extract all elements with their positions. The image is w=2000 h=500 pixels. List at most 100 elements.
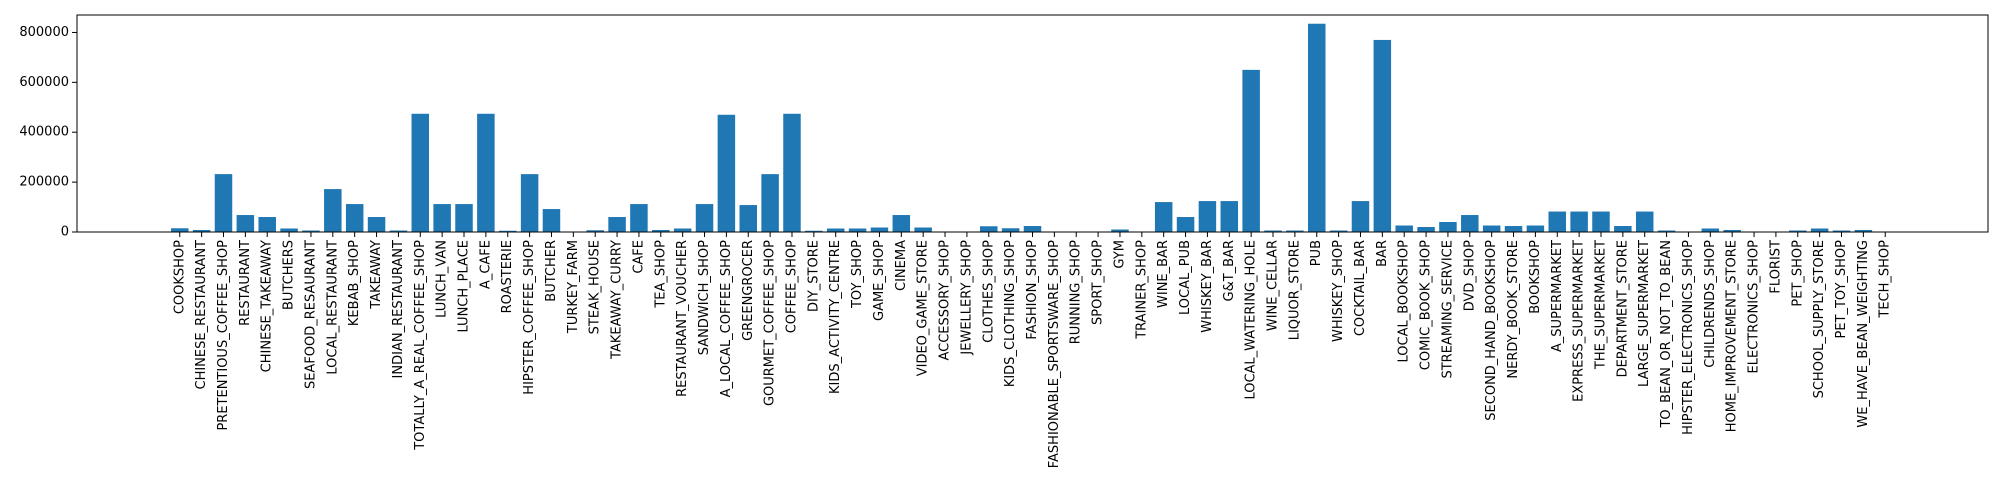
x-tick-label: SANDWICH_SHOP [697, 240, 712, 355]
x-tick-label: NERDY_BOOK_STORE [1506, 240, 1521, 379]
x-tick-label: WINE_CELLAR [1266, 240, 1281, 331]
x-tick-label: SEAFOOD_RESAURANT [303, 240, 318, 389]
x-tick-label: CHINESE_TAKEAWAY [260, 240, 275, 372]
bar-pub [1308, 23, 1326, 233]
x-tick-label: TEA_SHOP [653, 240, 668, 309]
bar-local-pub [1176, 217, 1195, 232]
bar-streaming-service [1439, 222, 1457, 232]
x-tick-label: HIPSTER_ELECTRONICS_SHOP [1681, 240, 1696, 435]
bar-department-store [1614, 226, 1632, 232]
y-tick-label: 200000 [19, 175, 69, 190]
x-tick-label: GAME_SHOP [872, 240, 887, 321]
x-tick-label: SECOND_HAND_BOOKSHOP [1484, 240, 1499, 421]
bar-whiskey-bar [1198, 201, 1217, 232]
x-tick-label: LIQUOR_STORE [1287, 240, 1302, 340]
x-tick-label: RESTAURANT_VOUCHER [675, 240, 690, 397]
x-tick-label: INDIAN_RESTAURANT [391, 240, 406, 378]
bar-totally-a-real-coffee-shop [411, 113, 430, 232]
x-tick-label: CLOTHES_SHOP [981, 240, 996, 343]
y-tick-label: 0 [61, 225, 69, 240]
bar-local-restaurant [324, 189, 342, 232]
bar-fashion-shop [1023, 226, 1042, 232]
x-tick-label: EXPRESS_SUPERMARKET [1572, 240, 1587, 402]
bar-pretentious-coffee-shop [214, 174, 233, 232]
x-tick-label: WHISKEY_SHOP [1331, 240, 1346, 342]
x-tick-label: LUNCH_VAN [435, 240, 450, 318]
plot-frame [76, 14, 1989, 233]
x-tick-label: CINEMA [894, 240, 909, 291]
bar-butcher [542, 209, 561, 232]
bar-butchers [280, 228, 298, 232]
y-tick-label: 800000 [19, 25, 69, 40]
bar-bar [1373, 39, 1392, 232]
x-tick-label: GOURMET_COFFEE_SHOP [763, 240, 778, 406]
x-tick-label: LUNCH_PLACE [457, 240, 472, 333]
bar-childrends-shop [1701, 228, 1720, 232]
x-tick-label: A_SUPERMARKET [1550, 240, 1565, 352]
x-tick-label: LOCAL_RESTAURANT [325, 240, 340, 375]
bar-to-bean-or-not-to-bean [1657, 230, 1676, 232]
bar-cocktail-bar [1351, 201, 1370, 232]
x-tick-label: LOCAL_PUB [1178, 240, 1193, 315]
x-tick-label: A_LOCAL_COFFEE_SHOP [719, 240, 734, 398]
x-tick-label: SPORT_SHOP [1091, 240, 1106, 325]
x-tick-label: TECH_SHOP [1878, 240, 1893, 319]
bar-bookshop [1526, 225, 1545, 232]
bar-kids-activity-centre [826, 228, 845, 232]
x-tick-label: GYM [1112, 240, 1127, 269]
x-tick-label: BUTCHER [544, 240, 559, 302]
bar-a-local-coffee-shop [717, 114, 736, 232]
bar-school-supply-store [1810, 228, 1829, 232]
bar-dvd-shop [1461, 215, 1479, 232]
bar-indian-restaurant [389, 230, 408, 232]
x-tick-label: GREENGROCER [741, 240, 756, 341]
bar-g-t-bar [1220, 201, 1239, 232]
bar-gym [1111, 229, 1129, 232]
bar-cookshop [171, 228, 189, 232]
bar-cafe [630, 204, 648, 232]
x-tick-label: KIDS_ACTIVITY_CENTRE [828, 240, 843, 394]
x-tick-label: TO_BEAN_OR_NOT_TO_BEAN [1659, 240, 1674, 429]
x-tick-label: COCKTAIL_BAR [1353, 240, 1368, 336]
bar-second-hand-bookshop [1482, 225, 1501, 232]
bar-restaurant-voucher [673, 228, 692, 232]
x-tick-label: CAFE [631, 240, 646, 274]
x-tick-label: TOTALLY_A_REAL_COFFEE_SHOP [413, 240, 428, 451]
x-tick-label: BUTCHERS [282, 240, 297, 310]
bar-pet-shop [1789, 230, 1807, 232]
x-tick-label: CHINESE_RESTAURANT [194, 240, 209, 390]
x-tick-label: STREAMING_SERVICE [1440, 240, 1455, 379]
x-tick-label: DVD_SHOP [1462, 240, 1477, 311]
x-tick-label: KIDS_CLOTHING_SHOP [1003, 240, 1018, 387]
bar-toy-shop [848, 228, 867, 232]
x-axis: COOKSHOP CHINESE_RESTAURANT PRETENTIOUS_CO… [172, 232, 1893, 468]
bar-comic-book-shop [1417, 227, 1435, 232]
bar-local-watering-hole [1242, 69, 1260, 233]
bar-large-supermarket [1635, 211, 1654, 232]
bar-clothes-shop [980, 226, 998, 232]
x-tick-label: BAR [1375, 240, 1390, 267]
x-tick-label: WINE_BAR [1156, 240, 1171, 308]
x-tick-label: FASHION_SHOP [1025, 240, 1040, 340]
bar-sandwich-shop [695, 204, 714, 232]
x-tick-label: ELECTRONICS_SHOP [1747, 240, 1762, 374]
bar-coffee-shop [783, 113, 801, 232]
x-tick-label: COOKSHOP [172, 240, 187, 314]
bar-greengrocer [739, 205, 757, 232]
bar-takeaway [367, 217, 386, 232]
x-tick-label: RUNNING_SHOP [1069, 240, 1084, 344]
x-tick-label: COMIC_BOOK_SHOP [1419, 240, 1434, 370]
x-tick-label: TRAINER_SHOP [1134, 240, 1149, 340]
bar-the-supermarket [1592, 211, 1610, 232]
x-tick-label: PRETENTIOUS_COFFEE_SHOP [216, 240, 231, 431]
x-tick-label: VIDEO_GAME_STORE [916, 240, 931, 376]
bar-cinema [892, 215, 911, 232]
bar-gourmet-coffee-shop [761, 174, 779, 232]
x-tick-label: LOCAL_WATERING_HOLE [1244, 240, 1259, 400]
bar-restaurant [236, 215, 255, 232]
bar-roasterie [498, 230, 517, 232]
x-tick-label: HOME_IMPROVEMENT_STORE [1725, 240, 1740, 432]
x-tick-label: FLORIST [1768, 240, 1783, 294]
bar-kebab-shop [345, 204, 364, 232]
